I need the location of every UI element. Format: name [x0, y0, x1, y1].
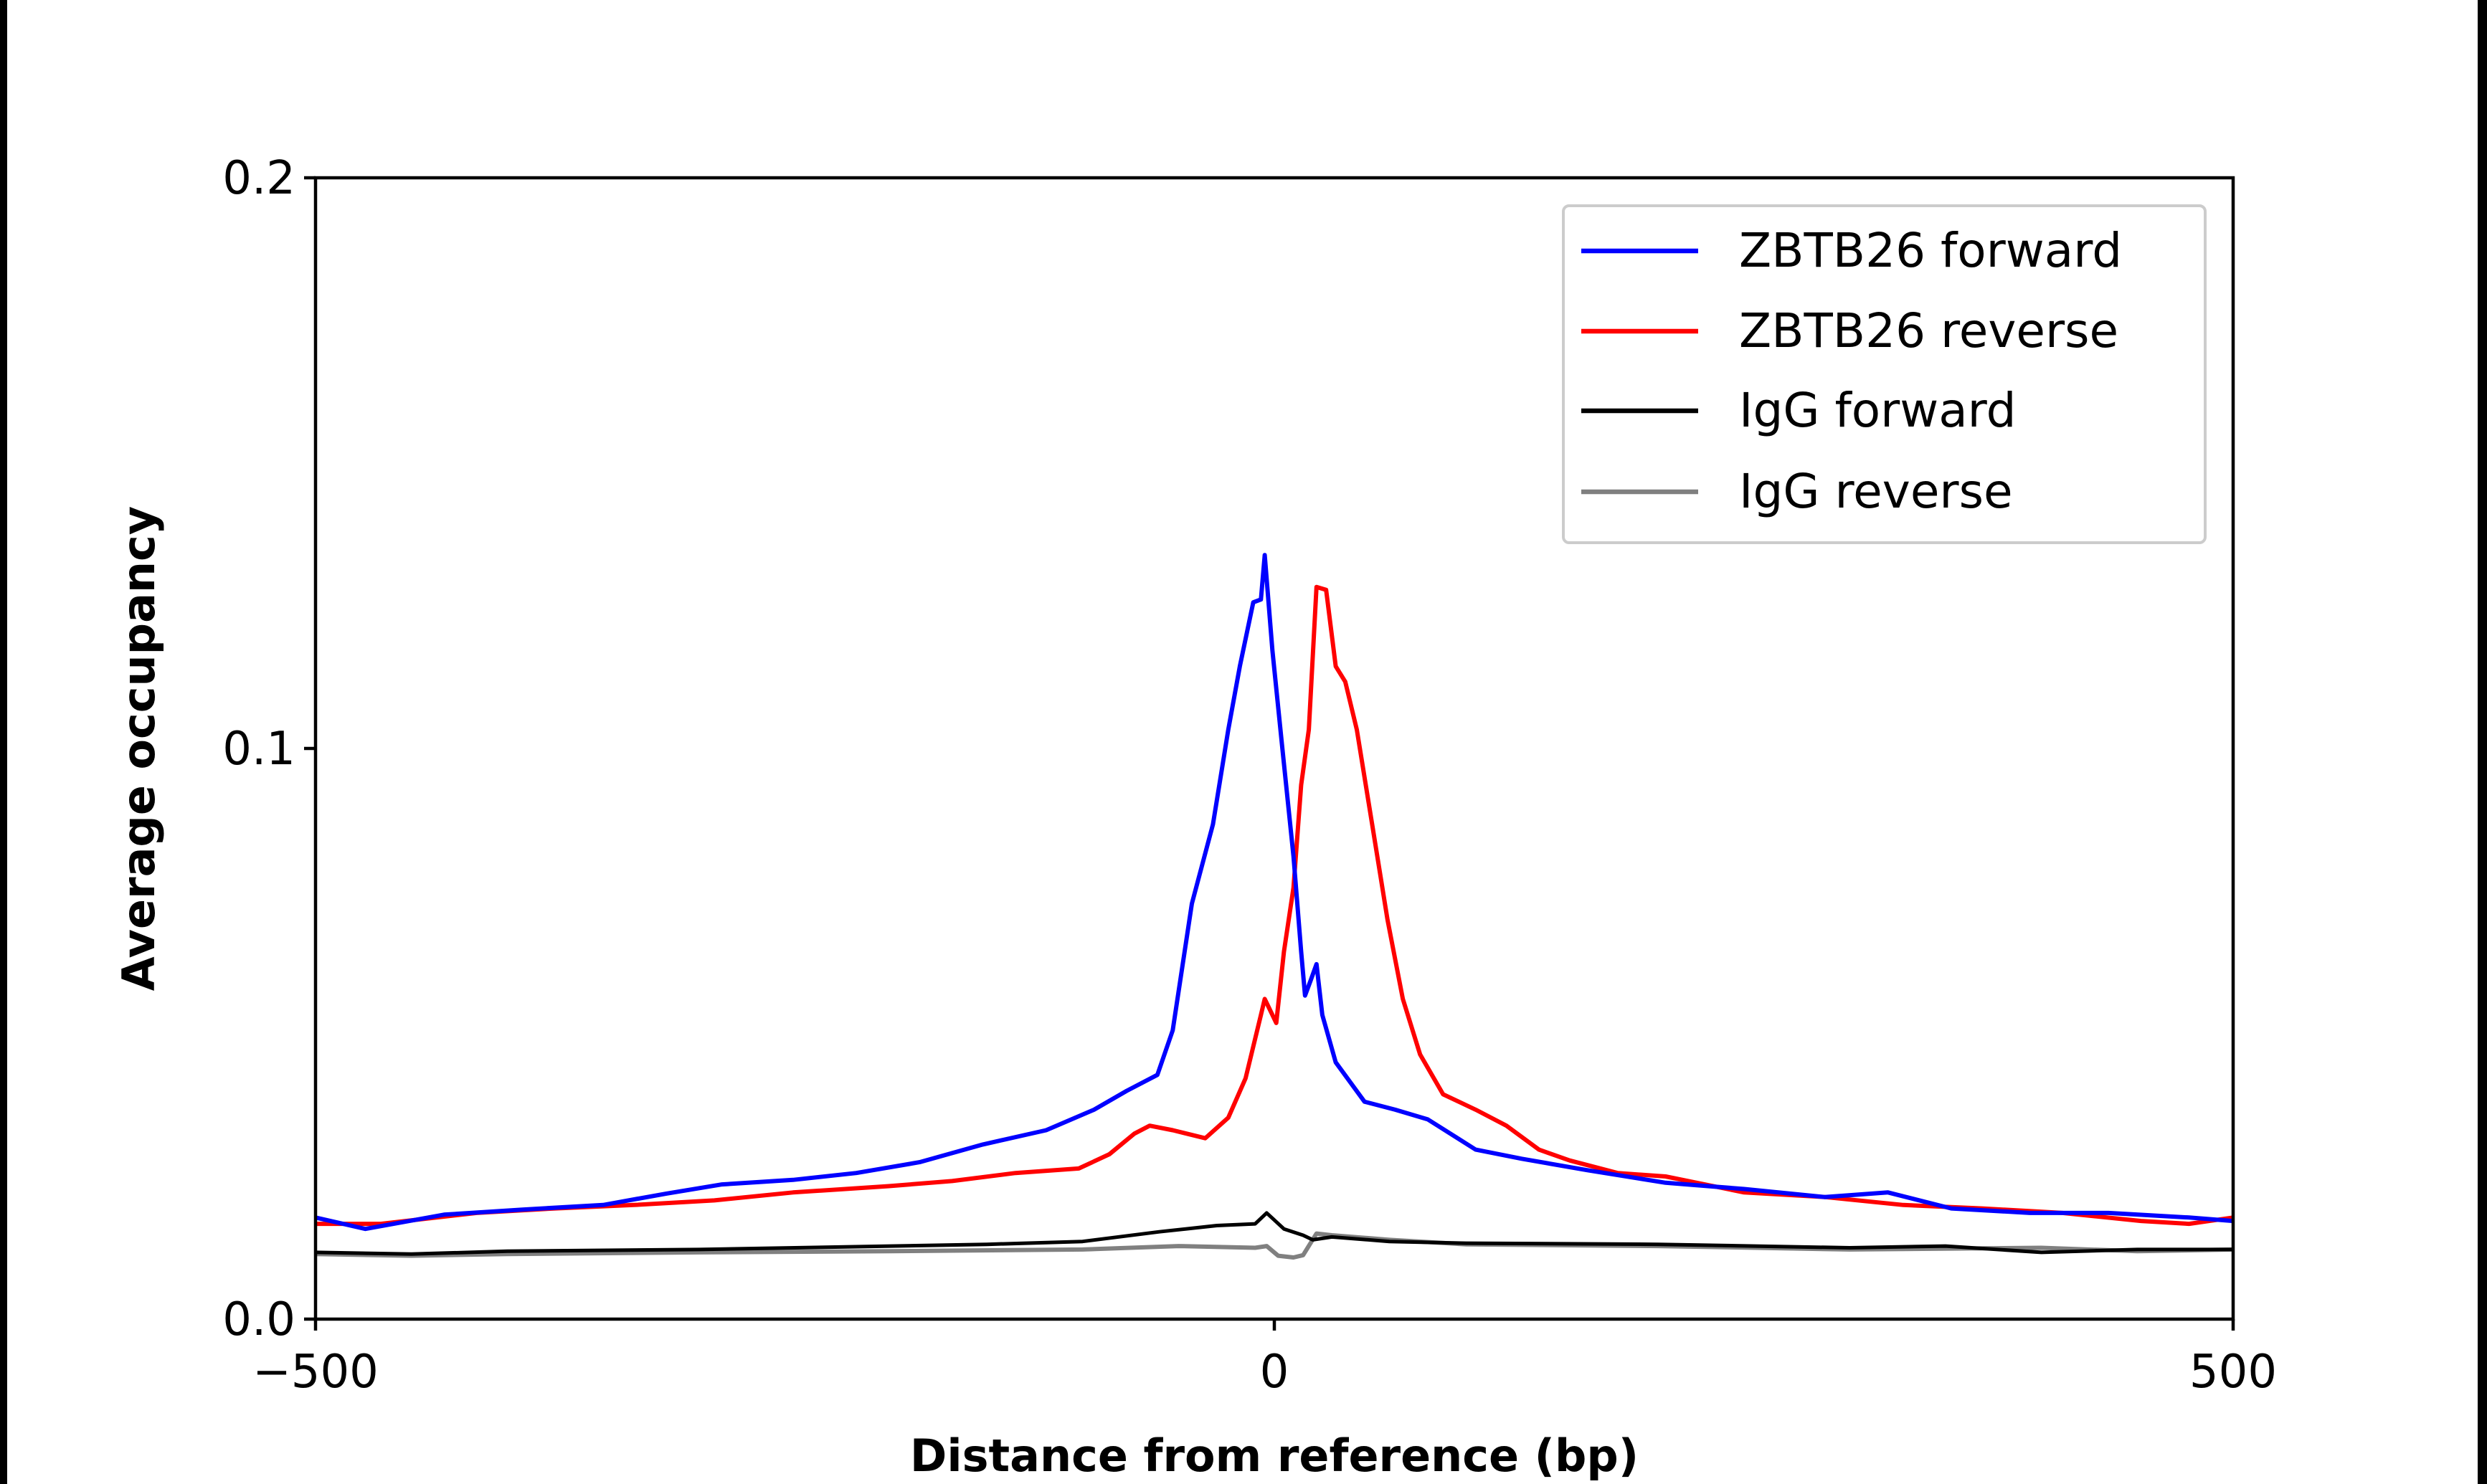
legend-item: IgG forward [1581, 383, 2017, 438]
y-axis-label: Average occupancy [113, 506, 165, 991]
ticks-layer: −500 0 500 0.0 0.1 0.2 [222, 152, 2277, 1399]
series-line-zbtb26-reverse [316, 584, 2234, 1227]
legend-box [1562, 204, 2207, 544]
legend: ZBTB26 forward ZBTB26 reverse IgG forward I… [1562, 204, 2207, 544]
legend-item: ZBTB26 forward [1581, 223, 2122, 278]
legend-item: IgG reverse [1581, 464, 2013, 519]
series-layer [315, 553, 2234, 1260]
x-tick-label: 500 [2189, 1346, 2277, 1399]
legend-label: ZBTB26 reverse [1739, 303, 2118, 358]
right-border [2478, 0, 2487, 1484]
legend-item: ZBTB26 reverse [1581, 303, 2118, 358]
legend-label: IgG reverse [1739, 464, 2013, 519]
y-tick-label: 0.2 [222, 152, 295, 205]
legend-label: IgG forward [1739, 383, 2017, 438]
y-tick-label: 0.1 [222, 723, 295, 776]
left-border [0, 0, 7, 1484]
series-line-zbtb26-forward [315, 553, 2234, 1232]
x-tick-label: 0 [1260, 1346, 1289, 1399]
series-line-igg-forward [315, 1211, 2233, 1256]
x-axis-label: Distance from reference (bp) [910, 1430, 1639, 1482]
x-tick-label: −500 [252, 1346, 379, 1399]
y-tick-label: 0.0 [222, 1293, 295, 1346]
legend-label: ZBTB26 forward [1739, 223, 2122, 278]
